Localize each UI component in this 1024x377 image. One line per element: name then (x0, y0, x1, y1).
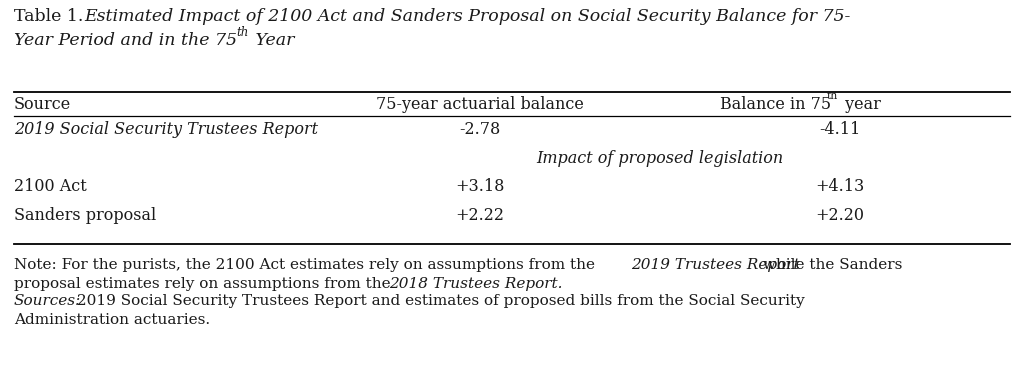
Text: Impact of proposed legislation: Impact of proposed legislation (537, 150, 783, 167)
Text: Sanders proposal: Sanders proposal (14, 207, 157, 224)
Text: +2.22: +2.22 (456, 207, 505, 224)
Text: 2019 Social Security Trustees Report: 2019 Social Security Trustees Report (14, 121, 318, 138)
Text: -4.11: -4.11 (819, 121, 860, 138)
Text: +2.20: +2.20 (815, 207, 864, 224)
Text: 2100 Act: 2100 Act (14, 178, 87, 195)
Text: Estimated Impact of 2100 Act and Sanders Proposal on Social Security Balance for: Estimated Impact of 2100 Act and Sanders… (84, 8, 850, 25)
Text: while the Sanders: while the Sanders (758, 258, 902, 272)
Text: 75-year actuarial balance: 75-year actuarial balance (376, 96, 584, 113)
Text: 2019 Trustees Report: 2019 Trustees Report (631, 258, 800, 272)
Text: 2018 Trustees Report.: 2018 Trustees Report. (389, 277, 562, 291)
Text: proposal estimates rely on assumptions from the: proposal estimates rely on assumptions f… (14, 277, 395, 291)
Text: +4.13: +4.13 (815, 178, 864, 195)
Text: Sources:: Sources: (14, 294, 81, 308)
Text: Balance in 75: Balance in 75 (720, 96, 831, 113)
Text: +3.18: +3.18 (456, 178, 505, 195)
Text: Administration actuaries.: Administration actuaries. (14, 313, 210, 327)
Text: th: th (236, 26, 249, 39)
Text: Table 1.: Table 1. (14, 8, 89, 25)
Text: Year Period and in the 75: Year Period and in the 75 (14, 32, 237, 49)
Text: Year: Year (250, 32, 294, 49)
Text: year: year (840, 96, 881, 113)
Text: Source: Source (14, 96, 72, 113)
Text: 2019 Social Security Trustees Report and estimates of proposed bills from the So: 2019 Social Security Trustees Report and… (72, 294, 805, 308)
Text: th: th (827, 91, 839, 101)
Text: -2.78: -2.78 (460, 121, 501, 138)
Text: Note: For the purists, the 2100 Act estimates rely on assumptions from the: Note: For the purists, the 2100 Act esti… (14, 258, 600, 272)
